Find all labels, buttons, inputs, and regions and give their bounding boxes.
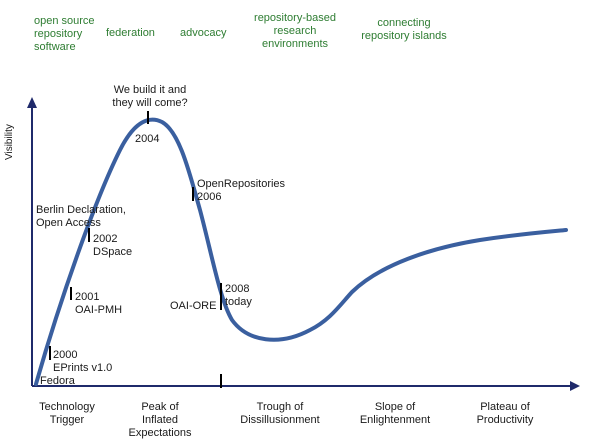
x-axis-arrow-icon [570,381,580,391]
theme-federation: federation [106,27,155,39]
label-2008-today: 2008 today [225,283,252,308]
label-open-repositories: OpenRepositories 2006 [197,178,286,203]
phase-trough: Trough of Dissillusionment [240,401,320,426]
y-axis-label: Visibility [4,124,15,160]
y-axis-arrow-icon [27,97,37,108]
peak-quote: We build it and they will come? [112,84,188,109]
label-2002-dspace: 2002 DSpace [93,233,133,258]
label-2001-oai-pmh: 2001 OAI-PMH [75,291,123,316]
theme-advocacy: advocacy [180,27,227,39]
theme-research-env: repository-based research environments [254,12,336,50]
label-berlin-declaration: Berlin Declaration, Open Access [36,204,126,229]
theme-open-source: open source repository software [34,15,95,53]
hype-curve [34,117,568,386]
phase-peak-inflated: Peak of Inflated Expectations [128,401,192,439]
phase-technology-trigger: Technology Trigger [39,401,95,426]
label-oai-ore: OAI-ORE [170,300,217,312]
label-2000-eprints: 2000 EPrints v1.0 [53,349,113,374]
theme-connecting-islands: connecting repository islands [361,17,447,42]
phase-slope: Slope of Enlightenment [359,401,431,426]
label-2004: 2004 [135,133,160,145]
phase-plateau: Plateau of Productivity [476,401,534,426]
label-fedora: Fedora [40,375,75,387]
